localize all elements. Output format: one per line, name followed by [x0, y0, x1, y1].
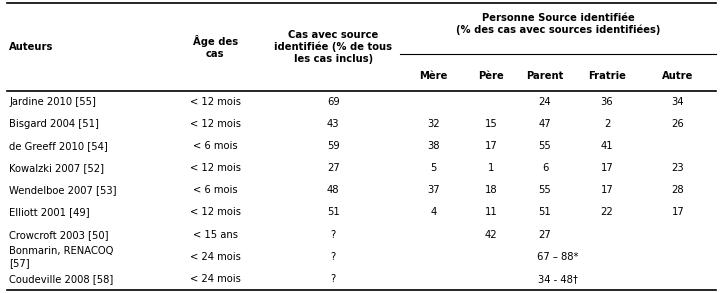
- Text: 24: 24: [539, 97, 552, 107]
- Text: 27: 27: [539, 230, 552, 240]
- Text: 34 - 48†: 34 - 48†: [538, 274, 578, 284]
- Text: 43: 43: [327, 119, 339, 129]
- Text: Personne Source identifiée
(% des cas avec sources identifiées): Personne Source identifiée (% des cas av…: [456, 13, 660, 35]
- Text: < 12 mois: < 12 mois: [189, 207, 241, 217]
- Text: 48: 48: [327, 185, 339, 195]
- Text: Père: Père: [479, 71, 504, 81]
- Text: 17: 17: [601, 185, 613, 195]
- Text: ?: ?: [330, 274, 335, 284]
- Text: 26: 26: [672, 119, 684, 129]
- Text: Wendelboe 2007 [53]: Wendelboe 2007 [53]: [9, 185, 117, 195]
- Text: 17: 17: [601, 163, 613, 173]
- Text: 17: 17: [672, 207, 684, 217]
- Text: 2: 2: [604, 119, 610, 129]
- Text: 11: 11: [485, 207, 497, 217]
- Text: Âge des
cas: Âge des cas: [192, 35, 238, 59]
- Text: 59: 59: [327, 141, 340, 151]
- Text: < 24 mois: < 24 mois: [189, 252, 241, 262]
- Text: 51: 51: [539, 207, 552, 217]
- Text: Elliott 2001 [49]: Elliott 2001 [49]: [9, 207, 90, 217]
- Text: < 12 mois: < 12 mois: [189, 163, 241, 173]
- Text: Fratrie: Fratrie: [588, 71, 626, 81]
- Text: 42: 42: [485, 230, 497, 240]
- Text: 32: 32: [427, 119, 440, 129]
- Text: < 12 mois: < 12 mois: [189, 97, 241, 107]
- Text: 51: 51: [327, 207, 340, 217]
- Text: 28: 28: [672, 185, 684, 195]
- Text: ?: ?: [330, 230, 335, 240]
- Text: 18: 18: [485, 185, 497, 195]
- Text: 23: 23: [672, 163, 684, 173]
- Text: < 24 mois: < 24 mois: [189, 274, 241, 284]
- Text: Kowalzki 2007 [52]: Kowalzki 2007 [52]: [9, 163, 104, 173]
- Text: < 15 ans: < 15 ans: [193, 230, 238, 240]
- Text: 55: 55: [539, 185, 552, 195]
- Text: 17: 17: [485, 141, 497, 151]
- Text: Autre: Autre: [662, 71, 693, 81]
- Text: 38: 38: [427, 141, 440, 151]
- Text: 36: 36: [601, 97, 613, 107]
- Text: Coudeville 2008 [58]: Coudeville 2008 [58]: [9, 274, 114, 284]
- Text: Jardine 2010 [55]: Jardine 2010 [55]: [9, 97, 96, 107]
- Text: 69: 69: [327, 97, 340, 107]
- Text: 6: 6: [542, 163, 548, 173]
- Text: 55: 55: [539, 141, 552, 151]
- Text: 34: 34: [672, 97, 684, 107]
- Text: Cas avec source
identifiée (% de tous
les cas inclus): Cas avec source identifiée (% de tous le…: [274, 30, 392, 64]
- Text: Auteurs: Auteurs: [9, 42, 54, 52]
- Text: Crowcroft 2003 [50]: Crowcroft 2003 [50]: [9, 230, 109, 240]
- Text: Mère: Mère: [419, 71, 448, 81]
- Text: 41: 41: [601, 141, 613, 151]
- Text: < 6 mois: < 6 mois: [193, 141, 237, 151]
- Text: Parent: Parent: [526, 71, 564, 81]
- Text: 67 – 88*: 67 – 88*: [537, 252, 579, 262]
- Text: 27: 27: [327, 163, 340, 173]
- Text: < 6 mois: < 6 mois: [193, 185, 237, 195]
- Text: 22: 22: [601, 207, 613, 217]
- Text: 37: 37: [427, 185, 440, 195]
- Text: 5: 5: [430, 163, 437, 173]
- Text: 1: 1: [488, 163, 495, 173]
- Text: ?: ?: [330, 252, 335, 262]
- Text: 47: 47: [539, 119, 552, 129]
- Text: de Greeff 2010 [54]: de Greeff 2010 [54]: [9, 141, 108, 151]
- Text: < 12 mois: < 12 mois: [189, 119, 241, 129]
- Text: 15: 15: [485, 119, 497, 129]
- Text: 4: 4: [430, 207, 437, 217]
- Text: Bisgard 2004 [51]: Bisgard 2004 [51]: [9, 119, 99, 129]
- Text: Bonmarin, RENACOQ
[57]: Bonmarin, RENACOQ [57]: [9, 246, 114, 268]
